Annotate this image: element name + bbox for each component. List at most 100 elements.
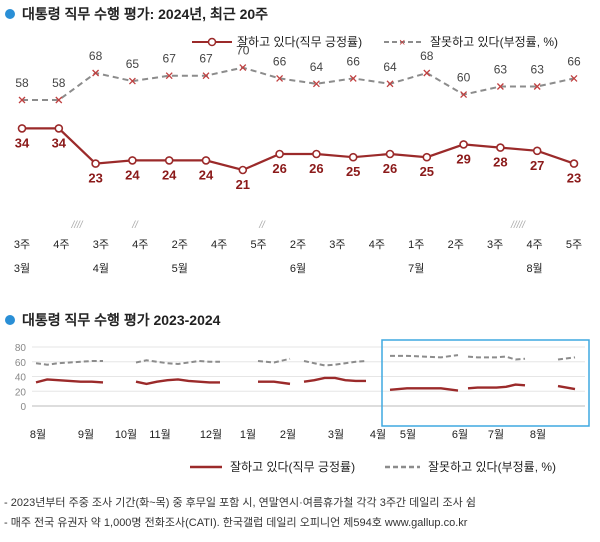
x-month-label: 5월 bbox=[400, 428, 416, 441]
negative-point bbox=[92, 69, 100, 77]
x-tick-label: 5주 bbox=[250, 239, 266, 251]
x-tick-label: 5주 bbox=[566, 239, 582, 251]
positive-point bbox=[312, 149, 321, 159]
positive-line-segment bbox=[303, 376, 366, 383]
negative-value-label: 70 bbox=[236, 44, 250, 58]
negative-line-segment bbox=[135, 359, 220, 365]
x-month-label: 5월 bbox=[172, 262, 188, 275]
x-month-label: 6월 bbox=[290, 262, 306, 275]
x-month-label: 10월 bbox=[115, 428, 137, 441]
x-tick-label: 4주 bbox=[369, 239, 385, 251]
positive-point bbox=[348, 152, 358, 162]
positive-point bbox=[275, 149, 284, 159]
negative-point bbox=[570, 74, 578, 82]
positive-value-label: 29 bbox=[456, 151, 470, 166]
positive-point bbox=[459, 140, 468, 149]
negative-value-label: 65 bbox=[126, 57, 140, 71]
axis-break-mark: // bbox=[131, 220, 139, 231]
positive-point bbox=[201, 156, 211, 165]
chart2-grid bbox=[32, 346, 585, 407]
positive-value-label: 25 bbox=[420, 164, 434, 179]
x-month-label: 7월 bbox=[408, 262, 424, 275]
positive-value-label: 23 bbox=[88, 171, 102, 186]
legend-marker-positive bbox=[207, 37, 217, 47]
negative-value-label: 68 bbox=[420, 49, 434, 63]
negative-value-label: 58 bbox=[15, 76, 29, 90]
chart2-highlight-box bbox=[381, 339, 590, 427]
chart2-negative-series bbox=[35, 354, 576, 367]
y-tick-label: 60 bbox=[15, 358, 27, 369]
negative-line-segment bbox=[257, 357, 291, 364]
positive-point bbox=[54, 124, 64, 133]
negative-point bbox=[239, 64, 247, 72]
axis-break-mark: // bbox=[258, 220, 266, 231]
chart1-month-labels: 3월 4월 5월 6월 7월 8월 bbox=[14, 262, 543, 275]
negative-value-label: 64 bbox=[310, 60, 324, 74]
positive-value-label: 27 bbox=[530, 158, 544, 173]
negative-point bbox=[202, 72, 210, 80]
legend-marker-negative: × bbox=[399, 37, 405, 49]
negative-line-segment bbox=[557, 356, 576, 361]
legend-label-negative: 잘못하고 있다(부정률, %) bbox=[430, 35, 558, 49]
positive-point bbox=[422, 152, 432, 162]
footnote-2: - 매주 전국 유권자 약 1,000명 전화조사(CATI). 한국갤럽 데일… bbox=[4, 515, 468, 529]
chart1-x-ticks: 3주 4주 3주 4주 2주 4주 5주 2주 3주 4주 1주 2주 3주 4주 5주 bbox=[14, 239, 582, 251]
positive-point bbox=[164, 156, 174, 165]
negative-value-label: 64 bbox=[383, 60, 397, 74]
negative-point bbox=[312, 80, 320, 88]
negative-point bbox=[423, 69, 431, 77]
chart1-axis-breaks: ///////////// bbox=[70, 220, 526, 231]
footnote-1: - 2023년부터 주중 조사 기간(화~목) 중 후무일 포함 시, 연말연시… bbox=[4, 495, 476, 509]
y-tick-label: 0 bbox=[20, 402, 26, 413]
x-tick-label: 2주 bbox=[172, 239, 188, 251]
negative-point bbox=[496, 83, 504, 90]
x-tick-label: 2주 bbox=[448, 239, 464, 251]
negative-point bbox=[55, 96, 63, 104]
negative-line-segment bbox=[303, 360, 367, 367]
positive-line-segment bbox=[35, 378, 104, 384]
y-tick-label: 20 bbox=[15, 387, 27, 398]
positive-point bbox=[238, 165, 248, 175]
negative-point bbox=[533, 83, 541, 90]
x-month-label: 3월 bbox=[328, 428, 344, 441]
positive-value-label: 28 bbox=[493, 155, 507, 170]
positive-value-label: 26 bbox=[272, 161, 286, 176]
positive-point bbox=[91, 159, 100, 168]
x-tick-label: 3주 bbox=[14, 239, 30, 251]
positive-value-label: 26 bbox=[309, 161, 323, 176]
positive-line-segment bbox=[389, 387, 459, 392]
negative-line-segment bbox=[35, 360, 103, 366]
x-tick-label: 3주 bbox=[487, 239, 503, 251]
positive-point bbox=[17, 124, 27, 133]
x-month-label: 9월 bbox=[78, 428, 94, 441]
negative-value-label: 68 bbox=[89, 49, 103, 63]
positive-value-label: 34 bbox=[15, 135, 30, 150]
chart2-y-ticks: 80 60 40 20 0 bbox=[15, 343, 27, 413]
chart2-month-labels: 8월 9월 10월 11월 12월 1월 2월 3월 4월 5월 6월 7월 8월 bbox=[30, 428, 546, 441]
negative-value-label: 63 bbox=[531, 63, 545, 77]
positive-line-segment bbox=[258, 380, 291, 386]
x-month-label: 1월 bbox=[240, 428, 256, 441]
x-tick-label: 2주 bbox=[290, 239, 306, 251]
positive-line-segment bbox=[467, 383, 526, 390]
y-tick-label: 80 bbox=[15, 343, 27, 354]
negative-value-label: 66 bbox=[273, 54, 287, 68]
chart2-positive-series bbox=[35, 376, 576, 392]
negative-point bbox=[276, 74, 284, 82]
x-month-label: 2월 bbox=[280, 428, 296, 441]
chart2-title: 대통령 직무 수행 평가 2023-2024 bbox=[22, 312, 221, 328]
x-tick-label: 3주 bbox=[93, 239, 109, 251]
x-tick-label: 3주 bbox=[329, 239, 345, 251]
negative-value-label: 58 bbox=[52, 76, 66, 90]
negative-value-label: 60 bbox=[457, 71, 471, 85]
negative-point bbox=[460, 91, 468, 99]
x-month-label: 12월 bbox=[200, 428, 222, 441]
x-tick-label: 4주 bbox=[526, 239, 542, 251]
x-month-label: 8월 bbox=[530, 428, 546, 441]
bullet-icon bbox=[5, 315, 15, 325]
legend-label-positive: 잘하고 있다(직무 긍정률) bbox=[237, 35, 362, 49]
positive-value-label: 21 bbox=[236, 177, 250, 192]
positive-value-label: 24 bbox=[125, 167, 140, 182]
positive-point bbox=[128, 156, 137, 165]
